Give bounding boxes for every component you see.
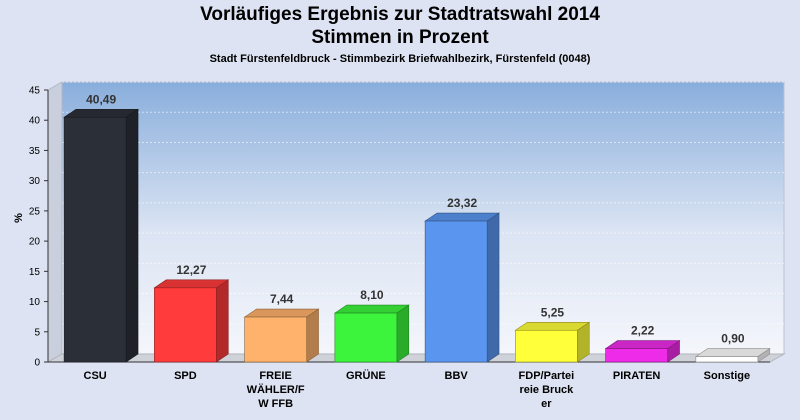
x-tick-label: W FFB (258, 398, 293, 410)
y-tick-label: 30 (29, 176, 41, 187)
x-tick-label: SPD (174, 370, 197, 382)
data-label: 23,32 (447, 196, 477, 210)
y-tick-label: 0 (34, 358, 40, 369)
data-label: 8,10 (360, 288, 384, 302)
bar-side (396, 304, 410, 363)
bar-top (63, 108, 140, 118)
bar-front (605, 348, 668, 363)
bar-top (333, 304, 410, 314)
y-tick-label: 40 (29, 116, 41, 127)
bar (63, 108, 140, 363)
x-tick-label: BBV (445, 370, 469, 382)
bar-side (216, 279, 229, 363)
x-tick-label: reie Bruck (519, 384, 574, 396)
bar-front (334, 312, 398, 363)
y-tick-label: 45 (29, 86, 41, 97)
data-label: 5,25 (541, 305, 565, 319)
bar (514, 321, 591, 363)
data-label: 12,27 (176, 263, 206, 277)
y-tick-label: 20 (29, 237, 41, 248)
bar-side (125, 108, 139, 363)
x-tick-label: er (541, 398, 552, 410)
y-tick-label: 25 (29, 206, 41, 217)
bar-top (694, 348, 771, 357)
x-tick-label: FREIE (259, 370, 291, 382)
chart-subtitle: Stadt Fürstenfeldbruck - Stimmbezirk Bri… (209, 53, 591, 65)
bar-top (424, 212, 501, 222)
y-tick-label: 15 (29, 267, 41, 278)
data-label: 7,44 (270, 292, 294, 306)
x-tick-label: CSU (84, 370, 107, 382)
plot-side-wall (47, 81, 63, 363)
y-tick-label: 5 (34, 327, 40, 338)
bar-top (604, 340, 681, 349)
bar-top (243, 308, 320, 318)
chart-title: Vorläufiges Ergebnis zur Stadtratswahl 2… (0, 3, 800, 49)
bar (153, 279, 230, 363)
bar-top (153, 279, 230, 289)
bar-side (486, 212, 500, 363)
x-tick-label: PIRATEN (613, 370, 661, 382)
chart-title-line1: Vorläufiges Ergebnis zur Stadtratswahl 2… (200, 4, 600, 25)
bar-front (515, 329, 578, 363)
data-label: 2,22 (631, 324, 655, 338)
y-tick-label: 35 (29, 146, 41, 157)
bar (604, 340, 681, 363)
data-label: 40,49 (86, 92, 116, 106)
bar-top (514, 321, 591, 331)
bar-front (424, 220, 488, 363)
y-axis-label: % (13, 213, 25, 223)
bar (243, 308, 320, 363)
bar-front (154, 287, 217, 363)
x-tick-label: Sonstige (704, 370, 750, 382)
x-tick-label: GRÜNE (346, 369, 386, 382)
bar (694, 347, 771, 363)
bar-front (244, 316, 307, 363)
y-tick-label: 10 (29, 297, 41, 308)
data-label: 0,90 (721, 332, 745, 346)
x-tick-label: WÄHLER/F (247, 383, 305, 396)
bar-side (306, 308, 319, 363)
bar-front (63, 116, 127, 363)
bar-front (695, 356, 759, 363)
x-tick-label: FDP/Partei (519, 370, 575, 382)
bar (424, 212, 501, 363)
bar (333, 304, 410, 363)
chart-title-line2: Stimmen in Prozent (311, 27, 489, 48)
